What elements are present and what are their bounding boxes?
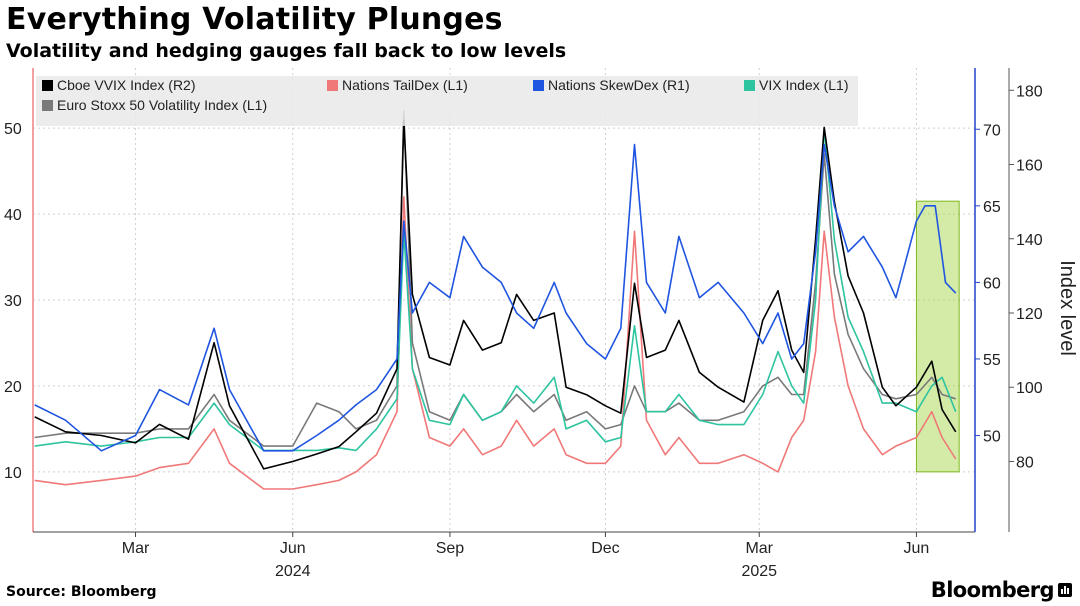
series-line-4 bbox=[34, 110, 956, 447]
y-tick-label-r2: 100 bbox=[1016, 380, 1043, 397]
y-tick-label-r2: 160 bbox=[1016, 158, 1043, 175]
legend-label-1: Nations TailDex (L1) bbox=[342, 77, 468, 93]
legend-swatch-4 bbox=[42, 100, 53, 111]
chart-title: Everything Volatility Plunges bbox=[6, 2, 503, 37]
series-line-0 bbox=[34, 119, 957, 470]
x-tick-label: Jun bbox=[904, 540, 930, 557]
y-tick-label-left: 10 bbox=[4, 465, 22, 482]
y-tick-label-left: 50 bbox=[4, 121, 22, 138]
y-tick-label-r2: 120 bbox=[1016, 306, 1043, 323]
y-tick-label-r2: 180 bbox=[1016, 83, 1043, 100]
y-tick-label-left: 30 bbox=[4, 293, 22, 310]
y-tick-label-r1: 70 bbox=[983, 122, 1001, 139]
y-tick-label-left: 20 bbox=[4, 379, 22, 396]
x-tick-label: Mar bbox=[122, 540, 150, 557]
series-line-2 bbox=[34, 143, 957, 452]
x-tick-label: Dec bbox=[591, 540, 619, 557]
y-tick-label-r2: 140 bbox=[1016, 232, 1043, 249]
x-tick-label: Sep bbox=[436, 540, 465, 557]
legend-label-4: Euro Stoxx 50 Volatility Index (L1) bbox=[57, 97, 267, 113]
highlight-rect bbox=[915, 200, 960, 473]
grid bbox=[33, 68, 975, 532]
y-tick-label-r1: 60 bbox=[983, 275, 1001, 292]
legend-background bbox=[36, 76, 858, 126]
chart-subtitle: Volatility and hedging gauges fall back … bbox=[6, 40, 567, 62]
x-year-label: 2025 bbox=[741, 563, 777, 580]
highlight-band bbox=[915, 200, 960, 473]
y-tick-label-r2: 80 bbox=[1016, 454, 1034, 471]
axes: 10 20 30 40 50 50 55 60 65 70 80 100 120 140 160 180 Mar… bbox=[4, 68, 1078, 580]
legend: Cboe VVIX Index (R2) Nations TailDex (L1)… bbox=[36, 76, 858, 126]
brand-logo: Bloomberg bbox=[930, 578, 1055, 602]
x-year-label: 2024 bbox=[275, 563, 311, 580]
legend-swatch-0 bbox=[42, 80, 53, 91]
source-note: Source: Bloomberg bbox=[6, 584, 157, 600]
y-axis-title: Index level bbox=[1056, 260, 1078, 356]
series-line-1 bbox=[34, 196, 957, 490]
legend-label-3: VIX Index (L1) bbox=[759, 77, 849, 93]
series-lines bbox=[34, 110, 957, 490]
bloomberg-bars-icon bbox=[1058, 583, 1072, 597]
series-line-3 bbox=[34, 127, 957, 452]
y-tick-label-left: 40 bbox=[4, 207, 22, 224]
x-tick-label: Mar bbox=[745, 540, 773, 557]
y-tick-label-r1: 65 bbox=[983, 199, 1001, 216]
x-tick-label: Jun bbox=[280, 540, 306, 557]
legend-swatch-3 bbox=[744, 80, 755, 91]
legend-swatch-1 bbox=[327, 80, 338, 91]
y-tick-label-r1: 50 bbox=[983, 429, 1001, 446]
legend-swatch-2 bbox=[533, 80, 544, 91]
legend-label-0: Cboe VVIX Index (R2) bbox=[57, 77, 196, 93]
y-tick-label-r1: 55 bbox=[983, 352, 1001, 369]
legend-label-2: Nations SkewDex (R1) bbox=[548, 77, 690, 93]
